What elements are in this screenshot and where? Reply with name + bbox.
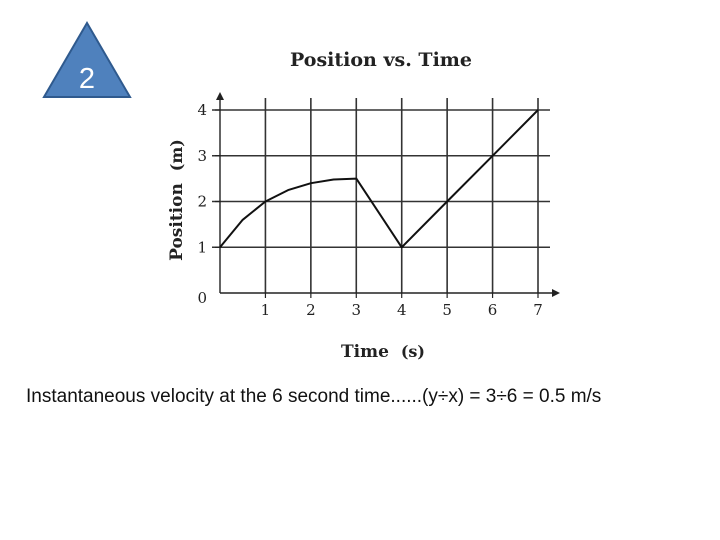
grid	[212, 98, 550, 293]
series-line	[219, 109, 539, 249]
x-axis-arrow	[552, 289, 560, 297]
x-tick-label: 6	[488, 301, 498, 319]
y-tick-label: 3	[197, 147, 207, 165]
origin-label: 0	[197, 289, 207, 307]
y-axis-title: Position (m)	[167, 139, 187, 261]
x-tick-label: 4	[397, 301, 407, 319]
x-axis-title: Time (s)	[341, 342, 425, 362]
y-axis-label: Position	[167, 183, 187, 261]
y-tick-label: 2	[197, 193, 207, 211]
x-axis-unit: (s)	[401, 342, 425, 361]
slide-number-badge: 2	[42, 21, 132, 98]
x-tick-label: 5	[442, 301, 452, 319]
x-tick-label: 3	[352, 301, 362, 319]
tick-labels: 1 2 3 4 5 6 7 1 2 3 4 0	[197, 101, 542, 319]
y-tick-label: 4	[197, 101, 207, 119]
chart-title: Position vs. Time	[290, 49, 472, 71]
y-tick-label: 1	[197, 238, 207, 256]
x-tick-label: 1	[261, 301, 271, 319]
badge-triangle	[42, 21, 132, 98]
data-series	[219, 109, 539, 249]
y-axis-unit: (m)	[167, 139, 186, 171]
x-tick-label: 2	[306, 301, 316, 319]
caption-text: Instantaneous velocity at the 6 second t…	[26, 386, 602, 407]
x-axis-label: Time	[341, 342, 389, 362]
x-tick-label: 7	[533, 301, 543, 319]
axes	[215, 92, 560, 298]
y-axis-arrow	[216, 92, 224, 100]
position-time-chart: Position vs. Time 1 2 3 4 5 6 7 1 2 3 4 0 Position …	[167, 49, 560, 362]
badge-number: 2	[79, 63, 95, 95]
